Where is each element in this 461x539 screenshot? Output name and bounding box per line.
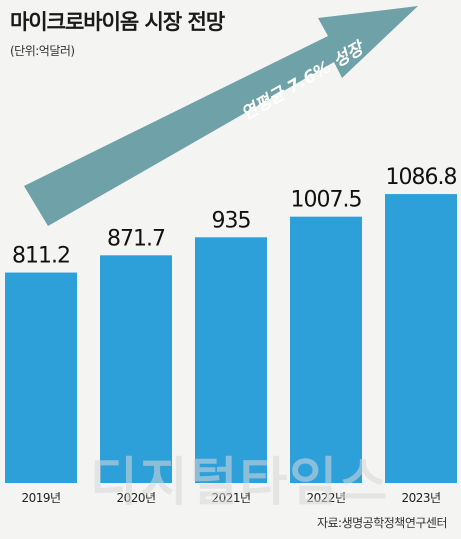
- category-labels-group: 2019년 2020년 2021년 2022년 2023년: [21, 491, 441, 505]
- unit-label: (단위:억달러): [10, 44, 75, 58]
- value-label-3: 1007.5: [291, 188, 362, 213]
- bar-1: [100, 255, 172, 483]
- bar-4: [385, 194, 457, 483]
- category-label-0: 2019년: [21, 491, 60, 505]
- category-label-3: 2022년: [306, 491, 345, 505]
- value-label-4: 1086.8: [386, 165, 457, 190]
- value-label-1: 871.7: [107, 226, 165, 251]
- bar-2: [195, 237, 267, 483]
- bar-3: [290, 216, 362, 484]
- chart-title: 마이크로바이옴 시장 전망: [10, 10, 225, 34]
- watermark: 디지털타임스: [90, 453, 390, 513]
- value-label-0: 811.2: [12, 244, 70, 269]
- source-label: 자료:생명공학정책연구센터: [316, 516, 448, 530]
- category-label-1: 2020년: [116, 491, 155, 505]
- bars-group: [5, 194, 457, 484]
- category-label-4: 2023년: [401, 491, 440, 505]
- growth-arrow: [24, 6, 418, 226]
- value-label-2: 935: [212, 208, 251, 233]
- value-labels-group: 811.2 871.7 935 1007.5 1086.8: [12, 165, 457, 269]
- category-label-2: 2021년: [211, 491, 250, 505]
- bar-0: [5, 272, 77, 483]
